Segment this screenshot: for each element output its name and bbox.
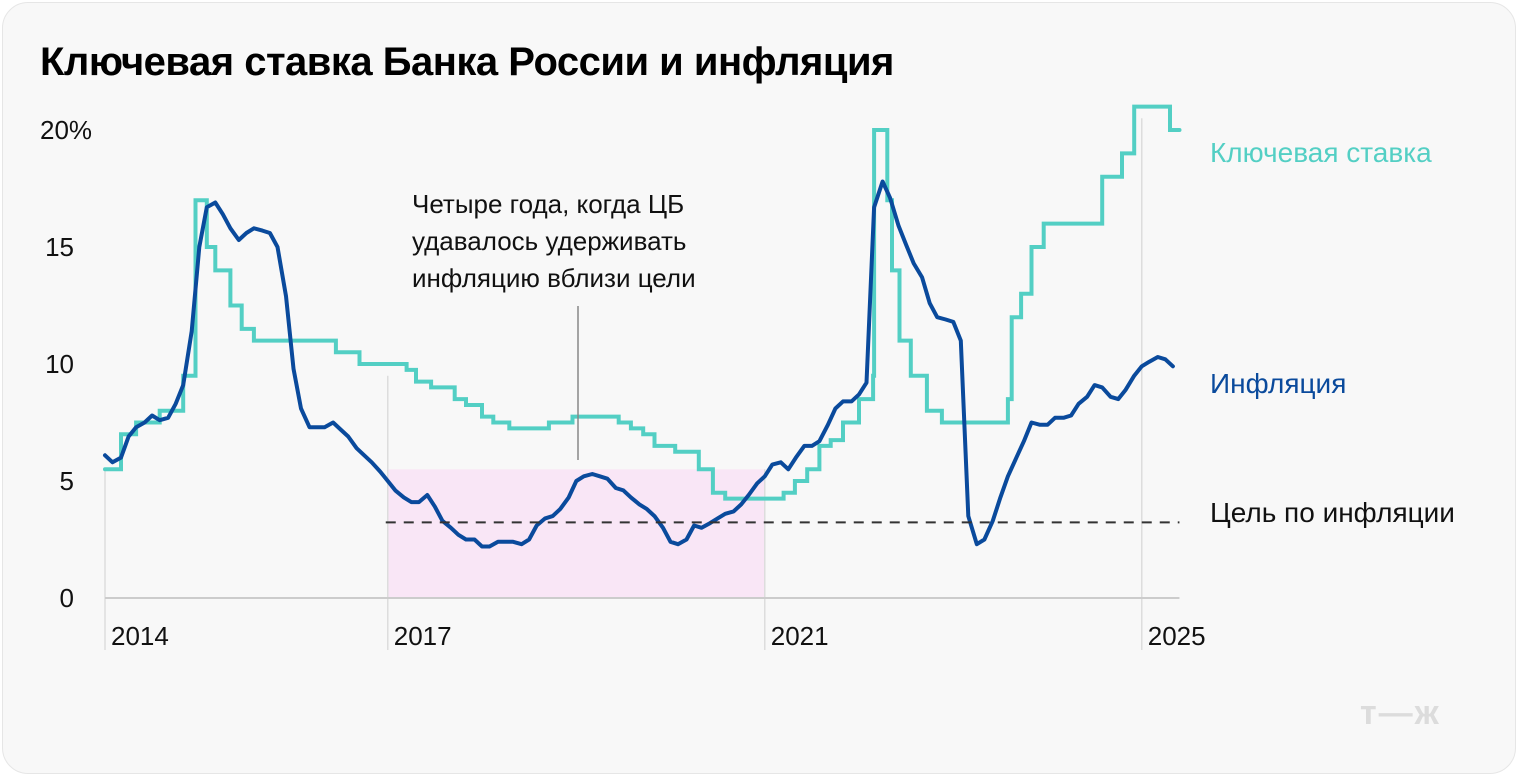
x-tick-label: 2014 xyxy=(111,621,169,651)
x-tick-label: 2017 xyxy=(394,621,452,651)
y-tick-label: 5 xyxy=(60,466,74,496)
y-tick-label: 20% xyxy=(40,115,92,145)
chart-title: Ключевая ставка Банка России и инфляция xyxy=(40,40,894,84)
annotation-text: удавалось удерживать xyxy=(412,226,686,256)
y-tick-label: 15 xyxy=(45,232,74,262)
y-tick-label: 0 xyxy=(60,583,74,613)
annotation-text: Четыре года, когда ЦБ xyxy=(412,189,684,219)
label-key-rate: Ключевая ставка xyxy=(1210,137,1432,168)
annotation: Четыре года, когда ЦБ удавалось удерживат… xyxy=(412,189,696,460)
highlight-band xyxy=(387,469,765,598)
x-tick-label: 2021 xyxy=(771,621,829,651)
y-tick-label: 10 xyxy=(45,349,74,379)
label-target: Цель по инфляции xyxy=(1210,497,1455,528)
label-inflation: Инфляция xyxy=(1210,368,1346,399)
grid-lines xyxy=(104,118,1180,650)
annotation-text: инфляцию вблизи цели xyxy=(412,263,696,293)
series-labels: Ключевая ставка Инфляция Цель по инфляции xyxy=(1210,137,1455,528)
inflation-line xyxy=(103,179,1175,549)
tzh-logo: т—ж xyxy=(1360,694,1441,732)
x-tick-label: 2025 xyxy=(1148,621,1206,651)
x-axis-ticks: 2014 2017 2021 2025 xyxy=(111,621,1206,651)
highlight-rect xyxy=(387,469,765,598)
y-axis-ticks: 0 5 10 15 20% xyxy=(40,115,92,613)
key-rate-line xyxy=(103,104,1182,501)
series-lines xyxy=(103,104,1182,549)
